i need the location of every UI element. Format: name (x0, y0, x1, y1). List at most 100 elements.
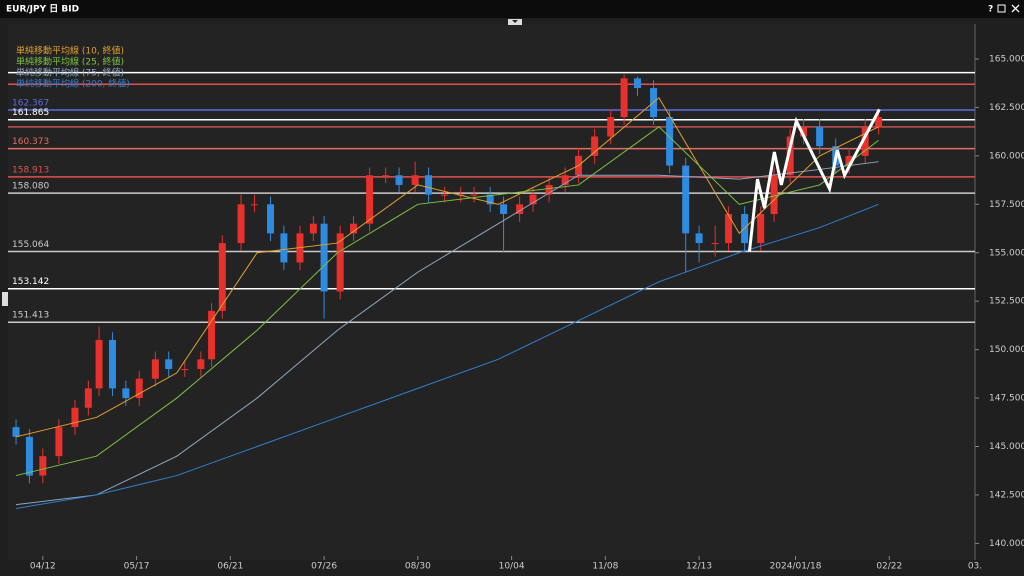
level-label: 160.373 (12, 137, 49, 147)
x-tick-label: 11/08 (592, 562, 618, 572)
candle-body (695, 233, 703, 244)
x-tick-label: 10/04 (499, 562, 525, 572)
zigzag-annotation (747, 108, 881, 252)
y-tick-label: 147.500 (989, 394, 1024, 404)
candle-body (845, 155, 853, 166)
candle-body (218, 243, 226, 311)
candle-body (816, 126, 824, 147)
candle-body (39, 456, 47, 476)
y-tick-label: 160.000 (989, 151, 1024, 161)
candle-body (350, 223, 358, 234)
y-tick-label: 140.000 (989, 539, 1024, 549)
candle-body (208, 310, 216, 360)
x-tick-label: 2024/01/18 (770, 562, 822, 572)
help-button[interactable]: ? (988, 5, 993, 15)
plot-area (8, 24, 975, 560)
candle-body (122, 388, 130, 399)
close-button[interactable] (1011, 4, 1020, 13)
x-tick-label: 07/26 (311, 562, 337, 572)
side-button[interactable] (2, 292, 8, 306)
candle-body (267, 204, 275, 234)
collapse-icon (512, 20, 518, 23)
candle-body (55, 427, 63, 457)
y-tick-label: 145.000 (989, 442, 1024, 452)
candle-body (800, 126, 808, 137)
legend-entry: 単純移動平均線 (25, 終値) (16, 56, 124, 68)
grid: 140.000 142.500 145.000 147.500 150.000 152.5… (30, 24, 1024, 572)
candle-body (411, 175, 419, 185)
x-tick-label: 04/12 (30, 562, 56, 572)
y-tick-label: 150.000 (989, 345, 1024, 355)
legend-entry: 単純移動平均線 (75, 終値) (16, 67, 124, 79)
x-tick-label: 03. (968, 562, 982, 572)
x-tick-label: 06/21 (217, 562, 243, 572)
candle-body (875, 117, 883, 127)
level-label: 153.142 (12, 277, 49, 287)
candle-body (500, 204, 508, 214)
candle-body (620, 78, 628, 118)
candle-body (237, 204, 245, 244)
candle-body (95, 339, 103, 389)
candle-body (25, 436, 33, 476)
level-label: 155.064 (12, 240, 49, 250)
candle-body (770, 175, 778, 214)
candle-body (529, 194, 537, 205)
candle-body (12, 427, 20, 437)
candle-body (197, 359, 205, 369)
candle-body (108, 339, 116, 389)
y-tick-label: 165.000 (989, 55, 1024, 65)
candle-body (545, 184, 553, 195)
level-label: 158.080 (12, 182, 49, 192)
candle-body (666, 117, 674, 166)
x-tick-label: 12/13 (686, 562, 712, 572)
candle-body (607, 117, 615, 137)
candle-body (561, 175, 569, 185)
candle-body (470, 194, 478, 196)
candle-body (682, 165, 690, 234)
y-tick-label: 142.500 (989, 490, 1024, 500)
x-tick-label: 08/30 (405, 562, 431, 572)
candle-body (366, 175, 374, 224)
candle-body (165, 359, 173, 369)
ma-line (15, 161, 879, 506)
candle-body (786, 136, 794, 176)
level-label: 158.913 (12, 165, 49, 175)
candle-body (151, 359, 159, 379)
candle-body (395, 175, 403, 185)
y-tick-label: 155.000 (989, 248, 1024, 258)
legend-entry: 単純移動平均線 (10, 終値) (16, 45, 124, 57)
candle-body (280, 233, 288, 263)
ma-line (15, 126, 879, 477)
candle-body (71, 407, 79, 428)
title-bar (0, 0, 1024, 18)
candle-body (135, 378, 143, 399)
candle-body (336, 233, 344, 292)
x-tick-label: 05/17 (124, 562, 150, 572)
level-label: 151.413 (12, 311, 49, 321)
x-tick-label: 02/22 (876, 562, 902, 572)
candle-body (486, 194, 494, 205)
candle-body (84, 388, 92, 408)
candle-body (181, 369, 189, 370)
y-tick-label: 162.500 (989, 103, 1024, 113)
level-label: 162.367 (12, 99, 49, 109)
candle-body (425, 175, 433, 195)
ma-line (15, 203, 879, 509)
candle-body (250, 204, 258, 206)
y-tick-label: 152.500 (989, 297, 1024, 307)
level-label: 161.865 (12, 108, 49, 118)
y-tick-label: 157.500 (989, 200, 1024, 210)
candle-body (861, 126, 869, 156)
legend-entry: 単純移動平均線 (200, 終値) (16, 78, 130, 90)
candle-body (757, 214, 765, 244)
candle-body (309, 223, 317, 234)
maximize-button[interactable] (997, 4, 1006, 13)
candle-body (382, 175, 390, 177)
candle-body (320, 223, 328, 292)
candle-body (633, 78, 641, 89)
candle-body (591, 136, 599, 156)
window-title: EUR/JPY 日 BID (6, 4, 79, 15)
